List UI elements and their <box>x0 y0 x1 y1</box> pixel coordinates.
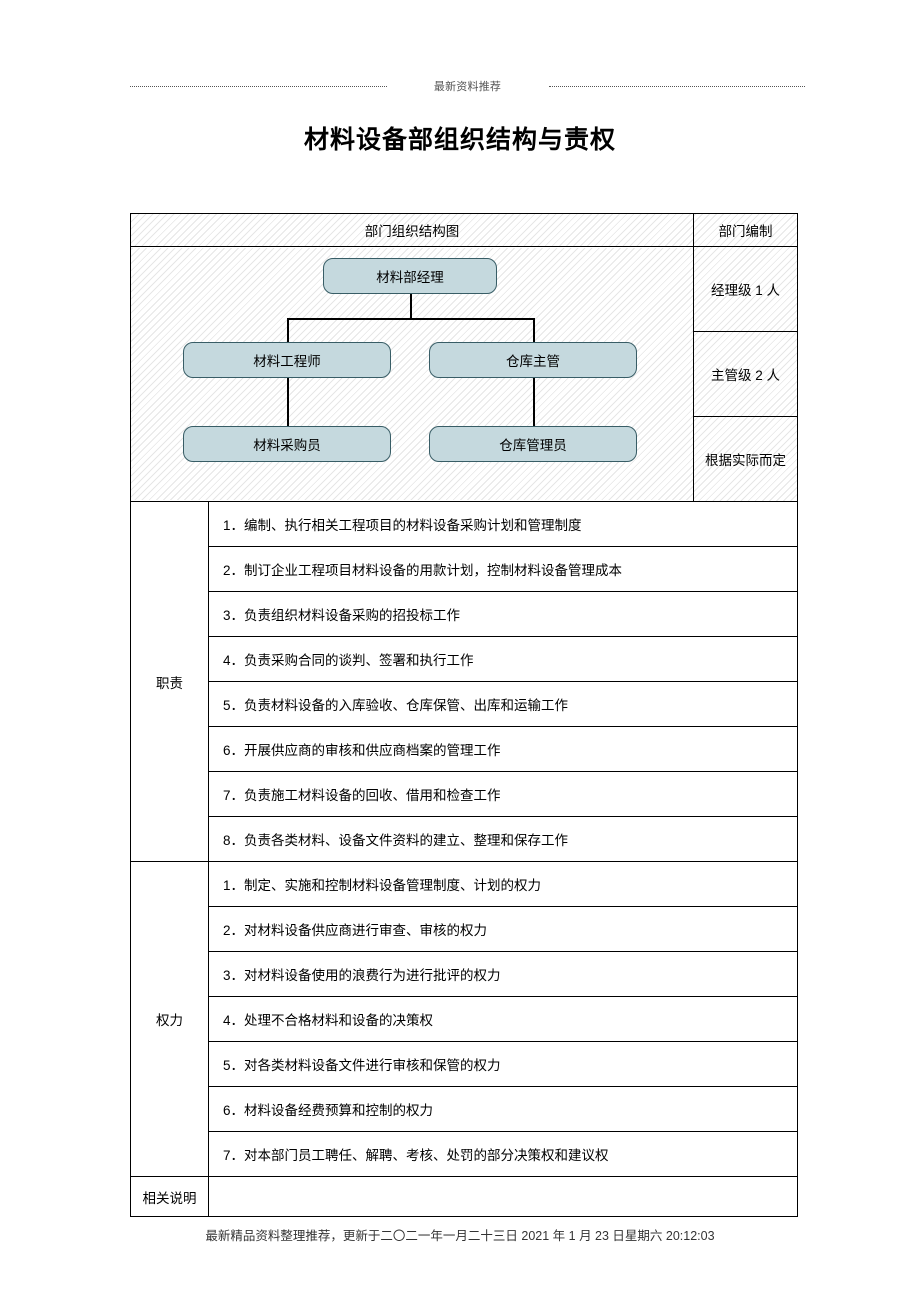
org-line <box>533 318 535 342</box>
right-label-3-cell: 根据实际而定 <box>694 417 798 502</box>
org-line <box>287 318 289 342</box>
notes-label-cell: 相关说明 <box>131 1177 209 1217</box>
header-banner: 最新资料推荐 <box>130 78 805 94</box>
page-title: 材料设备部组织结构与责权 <box>0 120 920 156</box>
power-item: 6．材料设备经费预算和控制的权力 <box>209 1087 798 1132</box>
header-left-text: 部门组织结构图 <box>365 220 460 240</box>
powers-label: 权力 <box>156 1013 183 1028</box>
duty-item: 7．负责施工材料设备的回收、借用和检查工作 <box>209 772 798 817</box>
right-label-2: 主管级 2 人 <box>711 364 780 384</box>
org-node-ware-mgr-label: 仓库管理员 <box>499 434 567 454</box>
duty-row: 3．负责组织材料设备采购的招投标工作 <box>131 592 798 637</box>
org-line <box>533 378 535 426</box>
power-item: 3．对材料设备使用的浪费行为进行批评的权力 <box>209 952 798 997</box>
duties-label: 职责 <box>156 676 183 691</box>
powers-label-cell: 权力 <box>131 862 209 1177</box>
duty-item: 3．负责组织材料设备采购的招投标工作 <box>209 592 798 637</box>
duty-item: 6．开展供应商的审核和供应商档案的管理工作 <box>209 727 798 772</box>
org-chart-cell: 材料部经理 材料工程师 仓库主管 材料采购员 仓库管理员 <box>131 247 694 502</box>
header-right-text: 部门编制 <box>719 220 773 240</box>
power-row: 5．对各类材料设备文件进行审核和保管的权力 <box>131 1042 798 1087</box>
duty-row: 4．负责采购合同的谈判、签署和执行工作 <box>131 637 798 682</box>
duty-row: 7．负责施工材料设备的回收、借用和检查工作 <box>131 772 798 817</box>
org-chart-area: 材料部经理 材料工程师 仓库主管 材料采购员 仓库管理员 <box>131 248 693 500</box>
power-row: 权力 1．制定、实施和控制材料设备管理制度、计划的权力 <box>131 862 798 907</box>
power-item: 5．对各类材料设备文件进行审核和保管的权力 <box>209 1042 798 1087</box>
duty-item: 4．负责采购合同的谈判、签署和执行工作 <box>209 637 798 682</box>
header-banner-text: 最新资料推荐 <box>434 81 501 93</box>
org-node-ware-sup: 仓库主管 <box>429 342 637 378</box>
org-node-buyer: 材料采购员 <box>183 426 391 462</box>
duty-item: 2．制订企业工程项目材料设备的用款计划，控制材料设备管理成本 <box>209 547 798 592</box>
org-node-buyer-label: 材料采购员 <box>253 434 321 454</box>
duty-row: 2．制订企业工程项目材料设备的用款计划，控制材料设备管理成本 <box>131 547 798 592</box>
power-item: 7．对本部门员工聘任、解聘、考核、处罚的部分决策权和建议权 <box>209 1132 798 1177</box>
org-node-ware-sup-label: 仓库主管 <box>506 350 560 370</box>
org-chart-row-1: 材料部经理 材料工程师 仓库主管 材料采购员 仓库管理员 <box>131 247 798 332</box>
header-right-cell: 部门编制 <box>694 214 798 247</box>
org-node-engineer-label: 材料工程师 <box>253 350 321 370</box>
duty-row: 职责 1．编制、执行相关工程项目的材料设备采购计划和管理制度 <box>131 502 798 547</box>
org-line <box>410 294 412 318</box>
duties-label-cell: 职责 <box>131 502 209 862</box>
table-header-row: 部门组织结构图 部门编制 <box>131 214 798 247</box>
power-row: 3．对材料设备使用的浪费行为进行批评的权力 <box>131 952 798 997</box>
right-label-3: 根据实际而定 <box>705 449 786 469</box>
duty-item: 8．负责各类材料、设备文件资料的建立、整理和保存工作 <box>209 817 798 862</box>
org-line <box>287 378 289 426</box>
org-node-manager-label: 材料部经理 <box>376 266 444 286</box>
org-node-manager: 材料部经理 <box>323 258 497 294</box>
power-row: 2．对材料设备供应商进行审查、审核的权力 <box>131 907 798 952</box>
right-label-1: 经理级 1 人 <box>711 279 780 299</box>
footer-text: 最新精品资料整理推荐，更新于二〇二一年一月二十三日 2021 年 1 月 23 … <box>0 1225 920 1244</box>
duty-row: 6．开展供应商的审核和供应商档案的管理工作 <box>131 727 798 772</box>
power-item: 4．处理不合格材料和设备的决策权 <box>209 997 798 1042</box>
power-row: 6．材料设备经费预算和控制的权力 <box>131 1087 798 1132</box>
notes-content <box>209 1177 798 1217</box>
notes-row: 相关说明 <box>131 1177 798 1217</box>
power-item: 2．对材料设备供应商进行审查、审核的权力 <box>209 907 798 952</box>
power-item: 1．制定、实施和控制材料设备管理制度、计划的权力 <box>209 862 798 907</box>
duty-row: 5．负责材料设备的入库验收、仓库保管、出库和运输工作 <box>131 682 798 727</box>
org-node-engineer: 材料工程师 <box>183 342 391 378</box>
power-row: 4．处理不合格材料和设备的决策权 <box>131 997 798 1042</box>
duty-row: 8．负责各类材料、设备文件资料的建立、整理和保存工作 <box>131 817 798 862</box>
org-node-ware-mgr: 仓库管理员 <box>429 426 637 462</box>
right-label-2-cell: 主管级 2 人 <box>694 332 798 417</box>
right-label-1-cell: 经理级 1 人 <box>694 247 798 332</box>
notes-label: 相关说明 <box>143 1191 197 1206</box>
duty-item: 1．编制、执行相关工程项目的材料设备采购计划和管理制度 <box>209 502 798 547</box>
main-table: 部门组织结构图 部门编制 <box>130 213 798 1217</box>
header-left-cell: 部门组织结构图 <box>131 214 694 247</box>
duty-item: 5．负责材料设备的入库验收、仓库保管、出库和运输工作 <box>209 682 798 727</box>
power-row: 7．对本部门员工聘任、解聘、考核、处罚的部分决策权和建议权 <box>131 1132 798 1177</box>
org-line <box>287 318 535 320</box>
